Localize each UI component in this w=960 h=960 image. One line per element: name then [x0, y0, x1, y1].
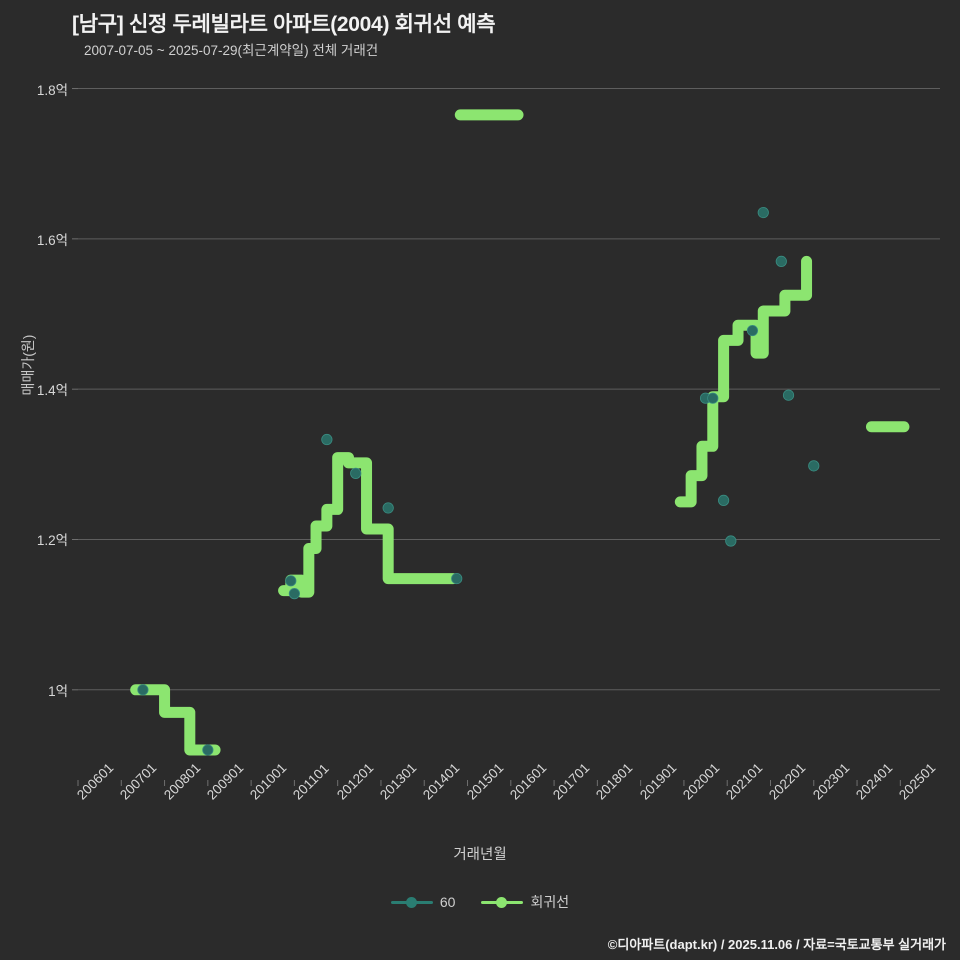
x-tick-label: 201201: [333, 760, 377, 803]
legend-label: 60: [439, 894, 456, 910]
scatter-point: [757, 206, 769, 219]
x-tick-label: 200601: [74, 760, 117, 803]
scatter-point: [746, 324, 759, 337]
x-tick-label: 202401: [853, 760, 896, 803]
scatter-point: [285, 575, 297, 587]
legend-entry-1[interactable]: 60: [390, 894, 456, 910]
page-title: [남구] 신정 두레빌라트 아파트(2004) 회귀선 예측: [72, 13, 496, 36]
legend-label: 회귀선: [530, 894, 570, 910]
x-tick-label: 201901: [636, 760, 680, 803]
scatter-point: [725, 535, 737, 547]
x-tick-label: 202501: [896, 760, 939, 803]
y-tick-label: 1억: [48, 683, 68, 699]
scatter-point: [699, 392, 712, 404]
x-tick-label: 201101: [290, 760, 333, 803]
chart-legend: 60 회귀선: [0, 892, 960, 912]
x-tick-label: 202201: [766, 760, 809, 803]
x-tick-label: 201401: [420, 760, 463, 803]
x-tick-label: 202301: [809, 760, 853, 803]
page-subtitle: 2007-07-05 ~ 2025-07-29(최근계약일) 전체 거래건: [84, 43, 379, 58]
y-tick-label: 1.4억: [36, 383, 68, 399]
x-axis-label: 거래년월: [453, 847, 507, 863]
y-tick-label: 1.2억: [36, 533, 68, 549]
scatter-point: [288, 588, 300, 600]
x-tick-label: 201001: [247, 760, 290, 803]
x-tick-label: 202101: [723, 760, 766, 803]
x-tick-label: 201601: [506, 760, 550, 803]
scatter-point: [775, 255, 787, 268]
scatter-point: [321, 433, 333, 446]
regression-line-segment: [130, 684, 221, 756]
x-tick-label: 201501: [463, 760, 506, 803]
regression-line-segment: [278, 452, 459, 598]
legend-entry-2[interactable]: 회귀선: [481, 892, 569, 912]
legend-marker-icon: [390, 896, 433, 908]
x-tick-label: 201701: [550, 760, 593, 803]
x-tick-label: 200801: [160, 760, 204, 803]
scatter-point: [137, 684, 149, 696]
legend-marker-icon: [481, 896, 524, 908]
scatter-point: [707, 392, 719, 404]
scatter-point: [382, 502, 394, 514]
x-tick-label: 201301: [376, 760, 420, 803]
x-tick-label: 202001: [679, 760, 723, 803]
scatter-point: [782, 389, 795, 401]
scatter-point: [350, 467, 362, 479]
scatter-point: [717, 494, 730, 507]
y-tick-label: 1.8억: [36, 82, 68, 98]
scatter-point: [451, 572, 463, 585]
regression-line-segment: [674, 255, 813, 508]
y-axis-label: 매매가(원): [20, 334, 36, 396]
scatter-point: [808, 460, 820, 472]
x-tick-label: 201801: [593, 760, 636, 803]
x-tick-label: 200701: [117, 760, 160, 803]
scatter-point: [202, 744, 214, 756]
x-tick-label: 200901: [203, 760, 247, 803]
footer-credit: ©디아파트(dapt.kr) / 2025.11.06 / 자료=국토교통부 실…: [607, 937, 946, 952]
y-tick-label: 1.6억: [36, 232, 68, 248]
